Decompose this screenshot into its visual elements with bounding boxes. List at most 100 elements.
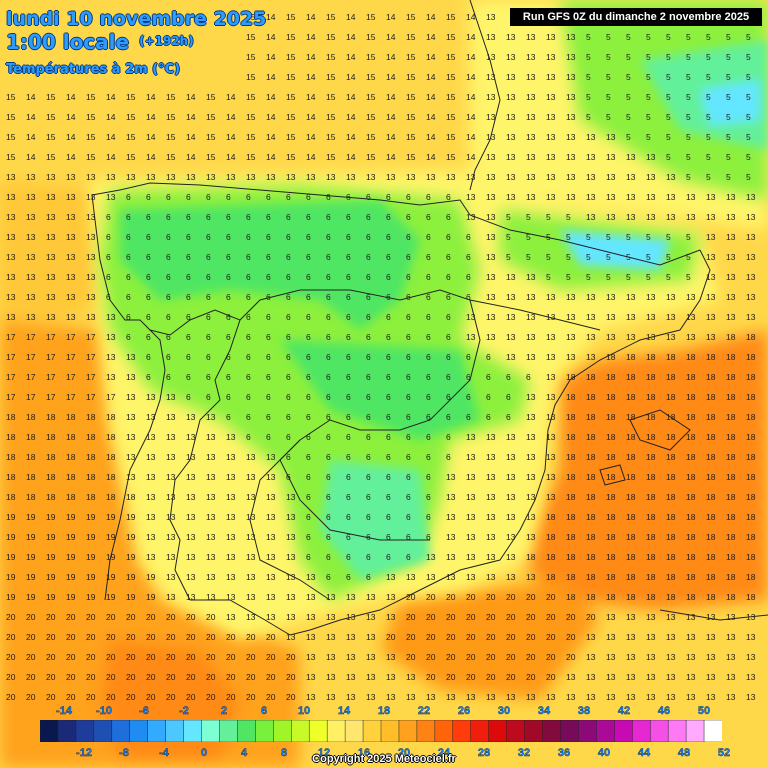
grid-temperature-value: 6: [446, 452, 451, 462]
grid-temperature-value: 6: [426, 392, 431, 402]
grid-temperature-value: 14: [306, 132, 316, 142]
grid-temperature-value: 13: [466, 532, 476, 542]
grid-temperature-value: 13: [206, 592, 216, 602]
legend-label: 8: [281, 747, 287, 759]
grid-temperature-value: 14: [146, 112, 156, 122]
grid-temperature-value: 13: [286, 592, 296, 602]
grid-temperature-value: 13: [206, 412, 216, 422]
grid-temperature-value: 6: [386, 392, 391, 402]
grid-temperature-value: 6: [386, 472, 391, 482]
grid-temperature-value: 19: [126, 552, 136, 562]
grid-temperature-value: 20: [426, 652, 436, 662]
grid-temperature-value: 13: [546, 292, 556, 302]
grid-temperature-value: 13: [386, 692, 396, 702]
grid-temperature-value: 5: [646, 32, 651, 42]
grid-temperature-value: 13: [226, 532, 236, 542]
grid-temperature-value: 13: [306, 592, 316, 602]
grid-temperature-value: 6: [466, 252, 471, 262]
grid-temperature-value: 14: [306, 72, 316, 82]
grid-temperature-value: 15: [286, 12, 296, 22]
grid-temperature-value: 17: [26, 372, 36, 382]
grid-temperature-value: 13: [466, 312, 476, 322]
grid-temperature-value: 13: [606, 152, 616, 162]
grid-temperature-value: 13: [166, 452, 176, 462]
grid-temperature-value: 14: [266, 132, 276, 142]
grid-temperature-value: 18: [726, 552, 736, 562]
grid-temperature-value: 6: [166, 252, 171, 262]
grid-temperature-value: 13: [466, 512, 476, 522]
grid-temperature-value: 5: [726, 112, 731, 122]
grid-temperature-value: 5: [726, 72, 731, 82]
grid-temperature-value: 6: [206, 192, 211, 202]
grid-temperature-value: 13: [526, 32, 536, 42]
grid-temperature-value: 18: [706, 452, 716, 462]
grid-temperature-value: 17: [106, 392, 116, 402]
grid-temperature-value: 6: [226, 252, 231, 262]
grid-temperature-value: 13: [746, 652, 756, 662]
grid-temperature-value: 6: [386, 232, 391, 242]
legend-label: 2: [221, 705, 227, 717]
grid-temperature-value: 6: [126, 272, 131, 282]
grid-temperature-value: 13: [66, 192, 76, 202]
grid-temperature-value: 6: [266, 352, 271, 362]
grid-temperature-value: 6: [246, 372, 251, 382]
grid-temperature-value: 15: [446, 92, 456, 102]
grid-temperature-value: 5: [666, 272, 671, 282]
country-borders: [91, 0, 768, 636]
grid-temperature-value: 13: [686, 632, 696, 642]
grid-temperature-value: 14: [226, 112, 236, 122]
grid-temperature-value: 20: [266, 672, 276, 682]
grid-temperature-value: 13: [26, 312, 36, 322]
grid-temperature-value: 5: [666, 232, 671, 242]
grid-temperature-value: 13: [706, 312, 716, 322]
grid-temperature-value: 6: [306, 272, 311, 282]
grid-temperature-value: 18: [686, 572, 696, 582]
grid-temperature-value: 18: [26, 492, 36, 502]
grid-temperature-value: 13: [706, 612, 716, 622]
grid-temperature-value: 13: [146, 452, 156, 462]
grid-temperature-value: 14: [266, 72, 276, 82]
grid-temperature-value: 13: [126, 432, 136, 442]
grid-temperature-value: 6: [366, 472, 371, 482]
grid-temperature-value: 19: [46, 512, 56, 522]
grid-temperature-value: 20: [106, 632, 116, 642]
grid-temperature-value: 5: [666, 152, 671, 162]
grid-temperature-value: 13: [166, 572, 176, 582]
grid-temperature-value: 13: [506, 512, 516, 522]
grid-temperature-value: 18: [646, 592, 656, 602]
grid-temperature-value: 6: [126, 312, 131, 322]
grid-temperature-value: 18: [66, 492, 76, 502]
grid-temperature-value: 6: [326, 372, 331, 382]
grid-temperature-value: 6: [406, 272, 411, 282]
grid-temperature-value: 13: [426, 172, 436, 182]
grid-temperature-value: 6: [266, 312, 271, 322]
grid-temperature-value: 15: [206, 92, 216, 102]
grid-temperature-value: 14: [426, 32, 436, 42]
grid-temperature-value: 14: [386, 32, 396, 42]
grid-temperature-value: 6: [326, 532, 331, 542]
grid-temperature-value: 13: [646, 192, 656, 202]
grid-temperature-value: 13: [86, 252, 96, 262]
grid-temperature-value: 20: [106, 612, 116, 622]
grid-temperature-value: 15: [366, 92, 376, 102]
grid-temperature-value: 6: [386, 192, 391, 202]
grid-temperature-value: 15: [366, 132, 376, 142]
grid-temperature-value: 6: [426, 252, 431, 262]
grid-temperature-value: 13: [166, 392, 176, 402]
grid-temperature-value: 13: [546, 412, 556, 422]
grid-temperature-value: 13: [486, 512, 496, 522]
grid-temperature-value: 5: [646, 132, 651, 142]
grid-temperature-value: 6: [346, 452, 351, 462]
grid-temperature-value: 14: [426, 132, 436, 142]
grid-temperature-value: 15: [366, 112, 376, 122]
grid-temperature-value: 14: [306, 152, 316, 162]
grid-temperature-value: 13: [6, 172, 16, 182]
grid-temperature-value: 14: [306, 52, 316, 62]
grid-temperature-value: 13: [746, 232, 756, 242]
grid-temperature-value: 13: [746, 312, 756, 322]
grid-temperature-value: 6: [326, 412, 331, 422]
grid-temperature-value: 20: [226, 652, 236, 662]
grid-temperature-value: 13: [306, 572, 316, 582]
grid-temperature-value: 14: [346, 12, 356, 22]
